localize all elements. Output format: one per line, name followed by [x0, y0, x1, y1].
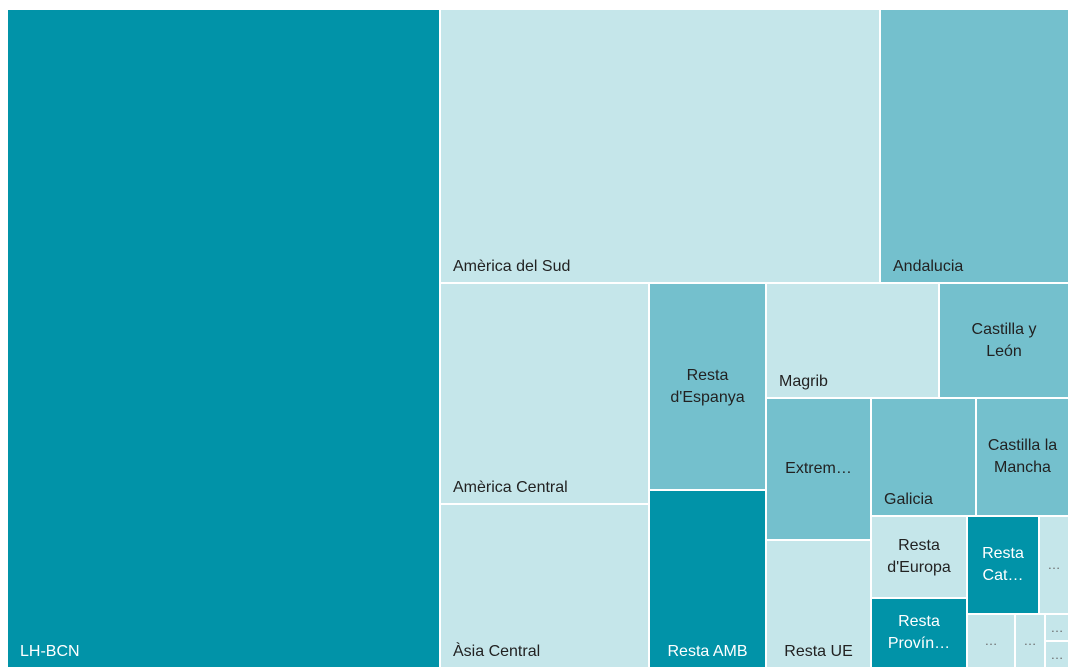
tile-cyl[interactable]: Castilla y León	[939, 283, 1069, 398]
tile-e4[interactable]: …	[1045, 614, 1069, 641]
tile-label-e2: …	[984, 633, 998, 648]
tile-gal[interactable]: Galicia	[871, 398, 976, 516]
tile-label-rprov: Resta Provín…	[887, 613, 951, 652]
tile-rue[interactable]: Resta UE	[766, 540, 871, 668]
tile-rprov[interactable]: Resta Provín…	[871, 598, 967, 668]
tile-ramb[interactable]: Resta AMB	[649, 490, 766, 668]
tile-label-clm: Castilla la Mancha	[987, 437, 1058, 476]
tile-label-ramb: Resta AMB	[667, 643, 748, 660]
tile-resp[interactable]: Resta d'Espanya	[649, 283, 766, 490]
tile-e1[interactable]: …	[1039, 516, 1069, 614]
tile-label-acen: Amèrica Central	[453, 479, 568, 496]
tile-asia[interactable]: Àsia Central	[440, 504, 649, 668]
tile-acen[interactable]: Amèrica Central	[440, 283, 649, 504]
tile-label-and: Andalucia	[893, 258, 964, 275]
tile-label-e3: …	[1023, 633, 1037, 648]
tile-label-asia: Àsia Central	[453, 643, 541, 660]
tile-label-cyl: Castilla y León	[971, 320, 1037, 360]
tile-label-mag: Magrib	[779, 373, 828, 390]
tile-ext[interactable]: Extrem…	[766, 398, 871, 540]
tile-label-resp: Resta d'Espanya	[670, 366, 745, 406]
tile-label-reu: Resta d'Europa	[887, 537, 951, 576]
tile-label-e5: …	[1050, 646, 1064, 662]
tile-label-rue: Resta UE	[784, 643, 853, 660]
tile-label-asud: Amèrica del Sud	[453, 258, 571, 275]
tile-e5[interactable]: …	[1045, 641, 1069, 668]
tile-and[interactable]: Andalucia	[880, 9, 1069, 283]
tile-e2[interactable]: …	[967, 614, 1015, 668]
tile-label-lhbcn: LH-BCN	[20, 643, 80, 660]
tile-lhbcn[interactable]: LH-BCN	[7, 9, 440, 668]
tile-label-e1: …	[1047, 557, 1061, 572]
tile-asud[interactable]: Amèrica del Sud	[440, 9, 880, 283]
tile-reu[interactable]: Resta d'Europa	[871, 516, 967, 598]
tile-label-rcat: Resta Cat…	[982, 545, 1024, 584]
tile-clm[interactable]: Castilla la Mancha	[976, 398, 1069, 516]
tile-mag[interactable]: Magrib	[766, 283, 939, 398]
tile-label-gal: Galicia	[884, 491, 933, 508]
tile-label-ext: Extrem…	[785, 460, 852, 477]
tile-label-e4: …	[1050, 619, 1064, 635]
tile-e3[interactable]: …	[1015, 614, 1045, 668]
tile-rcat[interactable]: Resta Cat…	[967, 516, 1039, 614]
